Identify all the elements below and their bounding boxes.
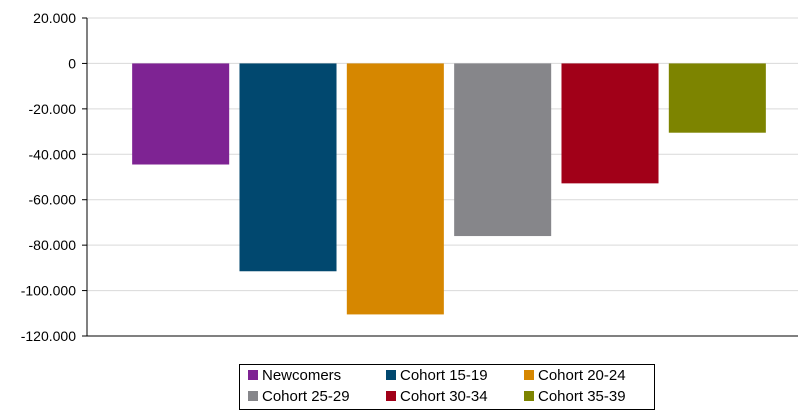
y-tick-label: 0 <box>68 55 76 71</box>
bar-cohort-35-39 <box>668 63 766 133</box>
bars <box>132 63 766 315</box>
legend-swatch <box>524 370 534 380</box>
legend-item: Cohort 15-19 <box>386 366 488 386</box>
legend-swatch <box>524 391 534 401</box>
legend-item: Cohort 20-24 <box>524 366 626 386</box>
legend-swatch <box>248 370 258 380</box>
y-tick-label: -40.000 <box>29 146 77 162</box>
legend-label: Cohort 15-19 <box>400 367 488 384</box>
legend-item: Cohort 30-34 <box>386 387 488 407</box>
bar-newcomers <box>132 63 230 165</box>
legend-label: Cohort 20-24 <box>538 367 626 384</box>
y-tick-label: -80.000 <box>29 237 77 253</box>
legend-item: Newcomers <box>248 366 341 386</box>
legend-label: Newcomers <box>262 367 342 384</box>
y-tick-label: -60.000 <box>29 192 77 208</box>
legend-swatch <box>248 391 258 401</box>
axes <box>86 18 798 337</box>
legend-label: Cohort 30-34 <box>400 388 488 405</box>
bar-cohort-20-24 <box>346 63 444 315</box>
bar-cohort-15-19 <box>239 63 337 272</box>
legend-label: Cohort 25-29 <box>262 388 350 405</box>
y-tick-label: 20.000 <box>33 10 76 26</box>
legend-swatch <box>386 370 396 380</box>
y-tick-label: -100.000 <box>21 283 76 299</box>
legend: Newcomers Cohort 15-19 Cohort 20-24 Cohort … <box>239 364 655 410</box>
y-axis-ticks: 20.000 0 -20.000 -40.000 -60.000 -80.000 -100.… <box>21 10 87 344</box>
legend-swatch <box>386 391 396 401</box>
y-tick-label: -120.000 <box>21 328 76 344</box>
y-tick-label: -20.000 <box>29 101 77 117</box>
bar-cohort-25-29 <box>454 63 552 237</box>
legend-item: Cohort 25-29 <box>248 387 350 407</box>
bar-cohort-30-34 <box>561 63 659 184</box>
legend-label: Cohort 35-39 <box>538 388 626 405</box>
legend-item: Cohort 35-39 <box>524 387 626 407</box>
